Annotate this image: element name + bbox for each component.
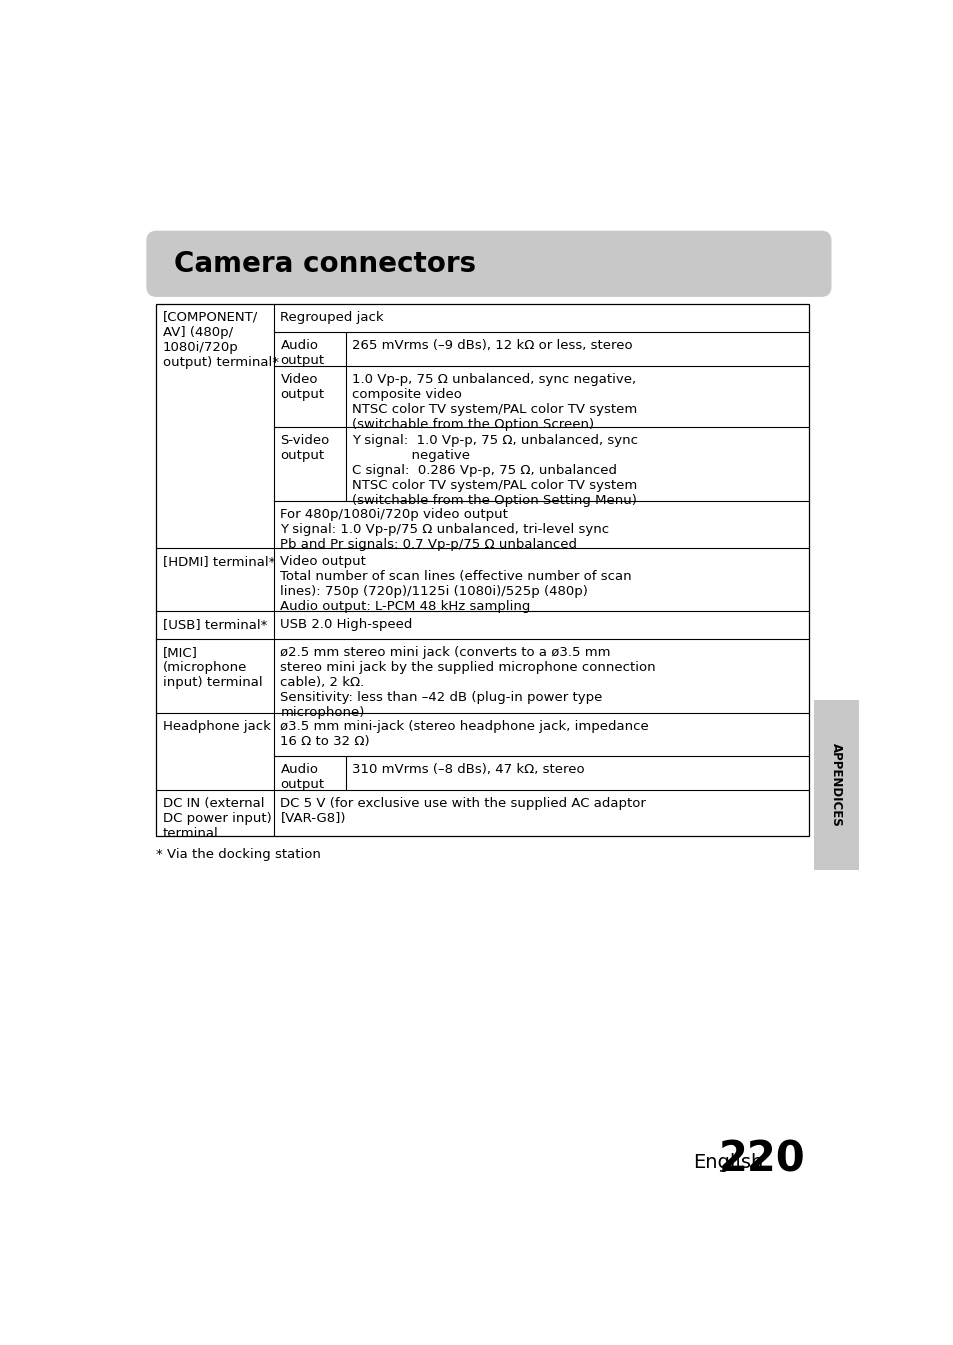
Text: APPENDICES: APPENDICES: [829, 744, 842, 827]
Text: USB 2.0 High-speed: USB 2.0 High-speed: [280, 619, 413, 631]
Text: [USB] terminal*: [USB] terminal*: [162, 619, 267, 631]
Text: * Via the docking station: * Via the docking station: [156, 847, 321, 861]
FancyBboxPatch shape: [146, 231, 831, 297]
Text: 220: 220: [718, 1139, 804, 1181]
Text: Regrouped jack: Regrouped jack: [280, 311, 384, 324]
Text: S-video
output: S-video output: [280, 434, 330, 463]
Text: ø3.5 mm mini-jack (stereo headphone jack, impedance
16 Ω to 32 Ω): ø3.5 mm mini-jack (stereo headphone jack…: [280, 720, 649, 748]
Text: [COMPONENT/
AV] (480p/
1080i/720p
output) terminal*: [COMPONENT/ AV] (480p/ 1080i/720p output…: [162, 311, 278, 369]
Text: ø2.5 mm stereo mini jack (converts to a ø3.5 mm
stereo mini jack by the supplied: ø2.5 mm stereo mini jack (converts to a …: [280, 646, 656, 720]
Text: Audio
output: Audio output: [280, 339, 324, 367]
Text: [MIC]
(microphone
input) terminal: [MIC] (microphone input) terminal: [162, 646, 262, 689]
Text: English: English: [692, 1153, 762, 1171]
Text: Y signal:  1.0 Vp-p, 75 Ω, unbalanced, sync
              negative
C signal:  0.: Y signal: 1.0 Vp-p, 75 Ω, unbalanced, sy…: [352, 434, 638, 507]
Bar: [814, 701, 859, 870]
Text: DC 5 V (for exclusive use with the supplied AC adaptor
[VAR-G8]): DC 5 V (for exclusive use with the suppl…: [280, 798, 645, 824]
Text: 1.0 Vp-p, 75 Ω unbalanced, sync negative,
composite video
NTSC color TV system/P: 1.0 Vp-p, 75 Ω unbalanced, sync negative…: [352, 373, 637, 430]
Text: DC IN (external
DC power input)
terminal: DC IN (external DC power input) terminal: [162, 798, 271, 841]
Text: 265 mVrms (–9 dBs), 12 kΩ or less, stereo: 265 mVrms (–9 dBs), 12 kΩ or less, stere…: [352, 339, 632, 352]
Text: Audio
output: Audio output: [280, 763, 324, 791]
Text: Camera connectors: Camera connectors: [173, 250, 476, 278]
Text: Video output
Total number of scan lines (effective number of scan
lines): 750p (: Video output Total number of scan lines …: [280, 555, 632, 613]
Text: Headphone jack: Headphone jack: [162, 720, 271, 733]
Text: 310 mVrms (–8 dBs), 47 kΩ, stereo: 310 mVrms (–8 dBs), 47 kΩ, stereo: [352, 763, 584, 776]
Text: Video
output: Video output: [280, 373, 324, 401]
Bar: [156, 304, 808, 837]
Text: [HDMI] terminal*: [HDMI] terminal*: [162, 555, 274, 568]
Text: For 480p/1080i/720p video output
Y signal: 1.0 Vp-p/75 Ω unbalanced, tri-level s: For 480p/1080i/720p video output Y signa…: [280, 507, 609, 550]
